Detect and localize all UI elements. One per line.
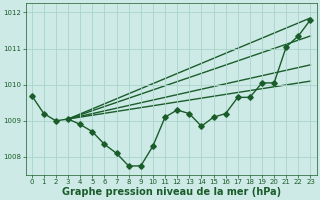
X-axis label: Graphe pression niveau de la mer (hPa): Graphe pression niveau de la mer (hPa) xyxy=(61,187,281,197)
